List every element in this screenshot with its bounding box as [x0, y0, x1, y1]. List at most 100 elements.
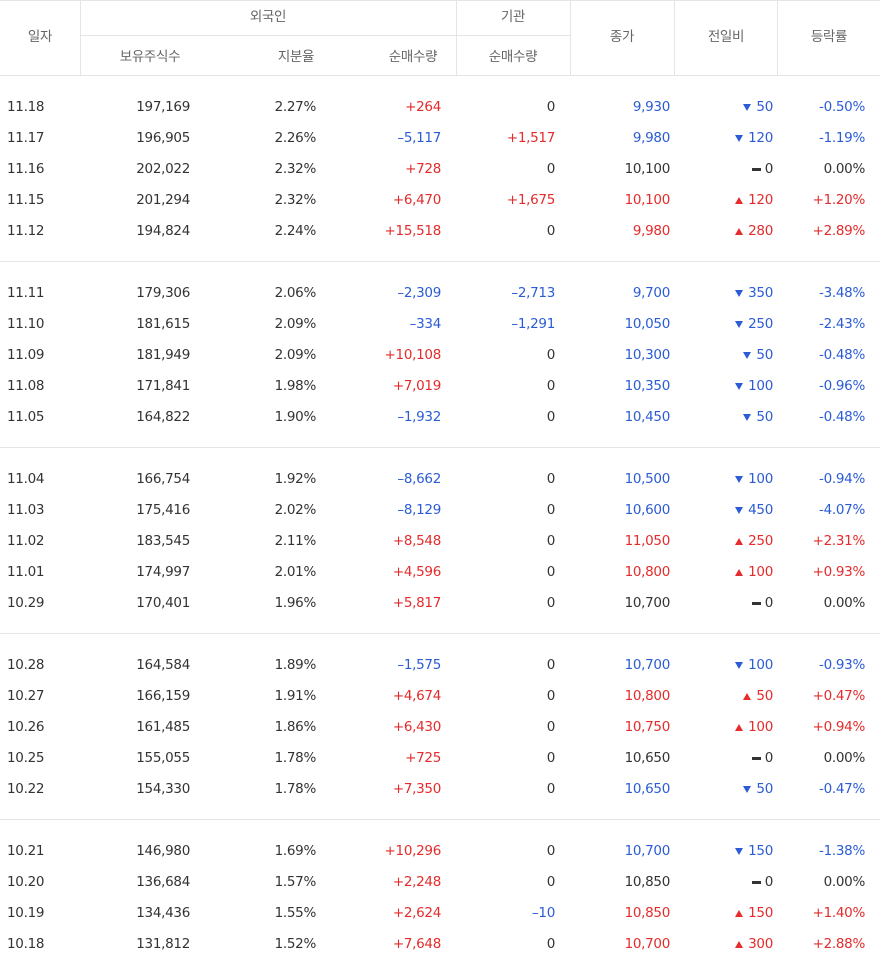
institution-net-cell: 0 — [546, 223, 556, 239]
foreign-net-cell: +5,817 — [392, 595, 441, 611]
foreign-net-cell: –8,129 — [397, 502, 441, 518]
close-cell: 10,700 — [624, 843, 671, 859]
change-cell: 150 — [748, 843, 773, 859]
col-group-header: 외국인 — [249, 9, 287, 25]
ratio-cell: 1.91% — [274, 688, 317, 704]
close-cell: 9,930 — [632, 99, 670, 115]
date-cell: 11.09 — [7, 347, 45, 363]
change-cell: 250 — [748, 533, 773, 549]
ratio-cell: 1.86% — [274, 719, 317, 735]
group-separator — [0, 261, 880, 262]
change-arrow — [751, 757, 761, 760]
institution-net-cell: 0 — [546, 99, 556, 115]
col-header: 순매수량 — [388, 49, 438, 65]
close-cell: 10,650 — [624, 781, 671, 797]
rate-cell: +0.47% — [812, 688, 866, 704]
foreign-net-cell: –5,117 — [397, 130, 441, 146]
foreign-net-cell: +10,108 — [384, 347, 442, 363]
foreign-net-cell: +7,350 — [392, 781, 441, 797]
institution-net-cell: –10 — [531, 905, 555, 921]
col-header: 전일비 — [707, 29, 745, 45]
change-cell: 250 — [748, 316, 773, 332]
ratio-cell: 2.32% — [274, 161, 317, 177]
ratio-cell: 2.24% — [274, 223, 317, 239]
change-arrow — [751, 881, 761, 884]
holdings-cell: 202,022 — [136, 161, 190, 177]
change-cell: 0 — [764, 595, 774, 611]
date-cell: 10.27 — [7, 688, 45, 704]
change-arrow — [743, 414, 752, 421]
foreign-net-cell: +8,548 — [392, 533, 441, 549]
rate-cell: -0.94% — [819, 471, 865, 487]
ratio-cell: 1.52% — [274, 936, 317, 952]
date-cell: 11.11 — [7, 285, 45, 301]
institution-net-cell: 0 — [546, 471, 556, 487]
foreign-net-cell: +728 — [405, 161, 441, 177]
close-cell: 11,050 — [624, 533, 671, 549]
holdings-cell: 197,169 — [136, 99, 190, 115]
date-cell: 11.10 — [7, 316, 45, 332]
institution-net-cell: 0 — [546, 564, 556, 580]
header-divider — [80, 0, 81, 75]
change-cell: 100 — [748, 471, 773, 487]
rate-cell: -0.93% — [819, 657, 865, 673]
foreign-net-cell: –1,575 — [397, 657, 441, 673]
change-arrow — [735, 724, 744, 731]
institution-net-cell: –2,713 — [511, 285, 555, 301]
institution-net-cell: 0 — [546, 533, 556, 549]
institution-net-cell: 0 — [546, 843, 556, 859]
ratio-cell: 1.78% — [274, 781, 317, 797]
date-cell: 10.20 — [7, 874, 45, 890]
change-cell: 280 — [748, 223, 773, 239]
col-header: 등락률 — [810, 29, 848, 45]
foreign-net-cell: +7,019 — [392, 378, 441, 394]
rate-cell: 0.00% — [823, 161, 866, 177]
rate-cell: 0.00% — [823, 750, 866, 766]
change-cell: 120 — [748, 130, 773, 146]
rate-cell: +2.89% — [812, 223, 866, 239]
date-cell: 10.25 — [7, 750, 45, 766]
close-cell: 9,700 — [632, 285, 670, 301]
institution-net-cell: 0 — [546, 936, 556, 952]
ratio-cell: 1.89% — [274, 657, 317, 673]
institution-net-cell: 0 — [546, 347, 556, 363]
rate-cell: -2.43% — [819, 316, 865, 332]
close-cell: 10,600 — [624, 502, 671, 518]
close-cell: 10,700 — [624, 657, 671, 673]
change-arrow — [751, 602, 761, 605]
rate-cell: -0.47% — [819, 781, 865, 797]
foreign-net-cell: +10,296 — [384, 843, 442, 859]
holdings-cell: 183,545 — [136, 533, 190, 549]
holdings-cell: 154,330 — [136, 781, 190, 797]
ratio-cell: 2.01% — [274, 564, 317, 580]
change-arrow — [735, 197, 744, 204]
change-arrow — [743, 693, 752, 700]
close-cell: 10,500 — [624, 471, 671, 487]
rate-cell: 0.00% — [823, 874, 866, 890]
close-cell: 10,750 — [624, 719, 671, 735]
close-cell: 10,850 — [624, 905, 671, 921]
rate-cell: -1.19% — [819, 130, 865, 146]
institution-net-cell: –1,291 — [511, 316, 555, 332]
foreign-net-cell: +7,648 — [392, 936, 441, 952]
change-cell: 100 — [748, 657, 773, 673]
holdings-cell: 174,997 — [136, 564, 190, 580]
holdings-cell: 161,485 — [136, 719, 190, 735]
change-cell: 50 — [756, 781, 773, 797]
close-cell: 9,980 — [632, 223, 670, 239]
close-cell: 10,850 — [624, 874, 671, 890]
header-divider — [80, 35, 570, 36]
institution-net-cell: +1,517 — [506, 130, 555, 146]
change-cell: 50 — [756, 99, 773, 115]
rate-cell: -0.48% — [819, 347, 865, 363]
close-cell: 10,650 — [624, 750, 671, 766]
holdings-cell: 181,949 — [136, 347, 190, 363]
rate-cell: -0.48% — [819, 409, 865, 425]
change-cell: 0 — [764, 750, 774, 766]
change-arrow — [743, 786, 752, 793]
change-arrow — [735, 135, 744, 142]
close-cell: 10,300 — [624, 347, 671, 363]
change-cell: 100 — [748, 564, 773, 580]
rate-cell: +1.40% — [812, 905, 866, 921]
